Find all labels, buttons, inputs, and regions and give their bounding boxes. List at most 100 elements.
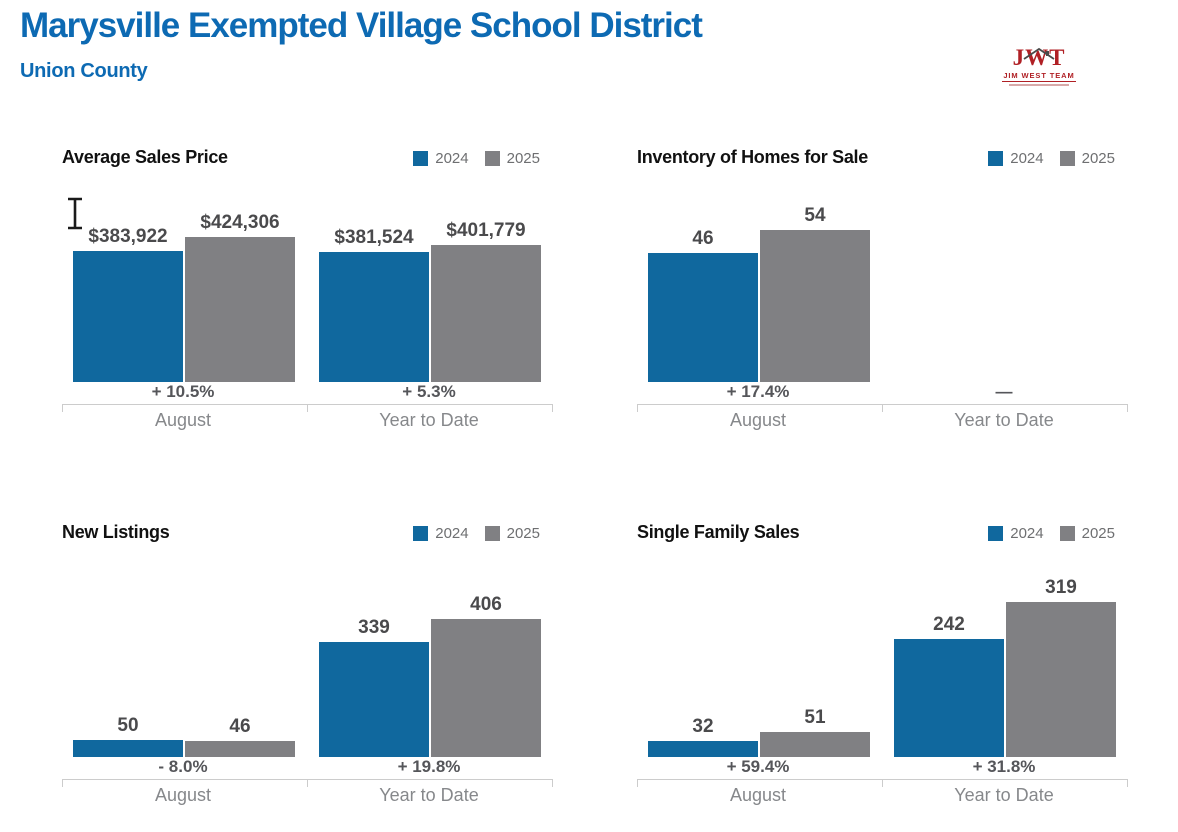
legend-swatch-2024: [413, 151, 429, 166]
bar-value-label: $424,306: [200, 212, 280, 233]
axis-tick: [552, 780, 553, 787]
bar-value-label: $381,524: [334, 227, 414, 248]
axis-tick: [552, 405, 553, 412]
bar-rect: [73, 740, 183, 757]
legend-label-2024: 2024: [435, 525, 469, 542]
plot-area: 32 51 242 319: [637, 522, 1128, 757]
bar-value-label: 339: [358, 617, 390, 638]
change-label: + 19.8%: [397, 757, 461, 776]
chart-average-sales-price: Average Sales Price 2024 2025 $383,922 $4…: [62, 147, 553, 437]
category-label-august: August: [729, 785, 787, 805]
bar-rect: [185, 237, 295, 382]
x-axis: [637, 779, 1128, 788]
category-label-year-to-date: Year to Date: [954, 785, 1054, 805]
axis-tick: [307, 405, 308, 412]
bar-rect: [185, 741, 295, 757]
bar-value-label: $401,779: [446, 220, 526, 241]
plot-area: 50 46 339 406: [62, 522, 553, 757]
bar-value-label: $383,922: [88, 226, 168, 247]
bar-rect: [648, 253, 758, 382]
axis-tick: [1127, 405, 1128, 412]
no-data-dash: —: [995, 382, 1013, 401]
bar-rect: [431, 245, 541, 382]
legend-swatch-2025: [1059, 526, 1075, 541]
axis-tick: [62, 780, 63, 787]
bar-rect: [319, 642, 429, 757]
jim-west-team-logo: JWT JIM WEST TEAM: [1002, 46, 1076, 86]
bar-2024-year-to-date: $381,524: [319, 227, 429, 382]
legend-swatch-2024: [413, 526, 429, 541]
x-axis: [62, 404, 553, 413]
legend-label-2025: 2025: [506, 150, 540, 167]
bar-value-label: 242: [933, 614, 965, 635]
bar-value-label: 406: [470, 594, 502, 615]
legend-label-2025: 2025: [1081, 150, 1115, 167]
bar-2024-august: 46: [648, 228, 758, 382]
logo-tagline-line: [1009, 84, 1069, 86]
chart-single-family-sales: Single Family Sales 2024 2025 32 51 242 319…: [637, 522, 1128, 812]
legend-label-2025: 2025: [506, 525, 540, 542]
plot-area: 46 54: [637, 147, 1128, 382]
bar-value-label: 51: [804, 707, 826, 728]
legend-swatch-2025: [484, 151, 500, 166]
bar-rect: [760, 732, 870, 757]
bar-2024-year-to-date: 242: [894, 614, 1004, 757]
bar-value-label: 46: [692, 228, 714, 249]
bar-2024-august: 50: [73, 715, 183, 757]
change-label: - 8.0%: [158, 757, 208, 776]
legend-label-2024: 2024: [1010, 150, 1044, 167]
chart-new-listings: New Listings 2024 2025 50 46 339 406 - 8.0%…: [62, 522, 553, 812]
change-label: + 59.4%: [726, 757, 790, 776]
axis-tick: [637, 405, 638, 412]
legend-swatch-2024: [988, 151, 1004, 166]
axis-tick: [637, 780, 638, 787]
legend-swatch-2024: [988, 526, 1004, 541]
change-label: + 5.3%: [402, 382, 456, 401]
plot-area: $383,922 $424,306 $381,524 $401,779: [62, 147, 553, 382]
change-row: - 8.0% + 19.8%: [62, 757, 553, 779]
axis-tick: [307, 780, 308, 787]
category-label-year-to-date: Year to Date: [379, 410, 479, 430]
category-label-august: August: [154, 410, 212, 430]
legend-label-2024: 2024: [1010, 525, 1044, 542]
bar-value-label: 46: [229, 716, 251, 737]
bar-rect: [319, 252, 429, 382]
axis-tick: [62, 405, 63, 412]
bar-rect: [1006, 602, 1116, 757]
axis-tick: [882, 405, 883, 412]
chart-title: Average Sales Price: [62, 147, 228, 167]
bar-2024-august: 32: [648, 716, 758, 757]
bar-2024-year-to-date: 339: [319, 617, 429, 757]
logo-monogram: JWT: [1002, 46, 1076, 70]
axis-tick: [882, 780, 883, 787]
change-label: + 31.8%: [972, 757, 1036, 776]
chart-title: Single Family Sales: [637, 522, 800, 542]
legend-label-2025: 2025: [1081, 525, 1115, 542]
chart-legend: 2024 2025: [413, 150, 540, 167]
change-row: + 17.4% —: [637, 382, 1128, 404]
chart-legend: 2024 2025: [988, 150, 1115, 167]
bar-2025-year-to-date: 406: [431, 594, 541, 757]
chart-title: Inventory of Homes for Sale: [637, 147, 868, 167]
bar-2025-august: 54: [760, 205, 870, 382]
bar-2025-august: 46: [185, 716, 295, 757]
bar-value-label: 50: [117, 715, 139, 736]
category-row: August Year to Date: [637, 785, 1128, 809]
change-label: + 17.4%: [726, 382, 790, 401]
category-label-august: August: [729, 410, 787, 430]
text-ibeam-cursor: [64, 197, 86, 235]
bar-2024-august: $383,922: [73, 226, 183, 382]
bar-2025-year-to-date: 319: [1006, 577, 1116, 757]
logo-team-name: JIM WEST TEAM: [1002, 71, 1076, 82]
bar-value-label: 319: [1045, 577, 1077, 598]
category-row: August Year to Date: [62, 785, 553, 809]
bar-rect: [73, 251, 183, 382]
bar-2025-august: 51: [760, 707, 870, 757]
change-label: + 10.5%: [151, 382, 215, 401]
x-axis: [62, 779, 553, 788]
change-row: + 59.4% + 31.8%: [637, 757, 1128, 779]
category-label-august: August: [154, 785, 212, 805]
chart-legend: 2024 2025: [988, 525, 1115, 542]
page-subtitle: Union County: [20, 60, 148, 82]
